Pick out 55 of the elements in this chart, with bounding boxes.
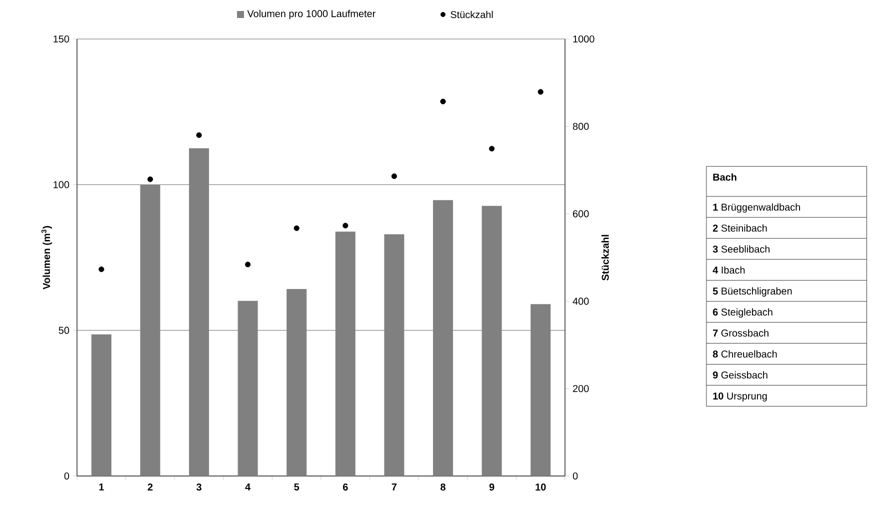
y2-tick-label: 1000 (573, 35, 594, 43)
point (98, 266, 104, 272)
point (294, 225, 300, 232)
bar (482, 206, 502, 476)
point (196, 132, 202, 138)
text: 5 Büetschligraben (712, 287, 792, 297)
y2-axis-title: Stückzahl (602, 234, 609, 280)
bar (384, 234, 404, 476)
text: 3 Seeblibach (712, 245, 770, 253)
text: 4 Ibach (712, 266, 745, 274)
bar (238, 300, 258, 476)
text: 10 Ursprung (713, 392, 767, 402)
point (489, 146, 495, 152)
legend-label: Volumen pro 1000 Laufmeter (247, 10, 376, 20)
y2-tick-label: 800 (572, 122, 589, 130)
y2-tick-label: 400 (572, 298, 589, 305)
x-tick-label: 5 (294, 484, 300, 490)
text: 8 Chreuelbach (712, 350, 777, 358)
y-tick-label: 100 (54, 181, 70, 188)
text: 6 Steiglebach (712, 308, 772, 318)
bar (530, 304, 551, 476)
y-axis-title: Volumen (m$^{3}$) (41, 226, 52, 290)
point (440, 98, 446, 104)
point (245, 262, 251, 268)
text: Bach (713, 173, 736, 181)
y-tick-label: 50 (58, 326, 70, 334)
text: 9 Geissbach (712, 371, 768, 379)
x-tick-label: 1 (99, 484, 104, 490)
x-tick-label: 7 (392, 484, 397, 490)
point (147, 176, 153, 182)
bar (433, 200, 453, 476)
y2-tick-label: 200 (573, 385, 589, 392)
x-tick-label: 6 (342, 484, 348, 491)
point (391, 173, 397, 180)
bar (140, 184, 160, 476)
y-tick-label: 0 (64, 472, 70, 480)
point (538, 89, 544, 95)
text: 2 Steinibach (712, 224, 767, 232)
x-tick-label: 3 (196, 484, 202, 491)
x-tick-label: 9 (489, 484, 494, 491)
bar (91, 334, 112, 476)
legend-label: Stückzahl (450, 10, 493, 18)
y2-tick-label: 0 (572, 472, 578, 480)
text: 7 Grossbach (713, 329, 768, 337)
x-tick-label: 2 (148, 484, 153, 490)
bar (286, 288, 307, 476)
y2-tick-label: 600 (573, 210, 589, 218)
x-tick-label: 10 (536, 484, 546, 491)
y-tick-label: 150 (54, 35, 70, 43)
x-tick-label: 4 (245, 484, 251, 490)
bar (189, 148, 209, 476)
text: 1 Brüggenwaldbach (713, 203, 800, 213)
point (342, 222, 348, 228)
bar (335, 232, 356, 476)
x-tick-label: 8 (440, 484, 446, 491)
